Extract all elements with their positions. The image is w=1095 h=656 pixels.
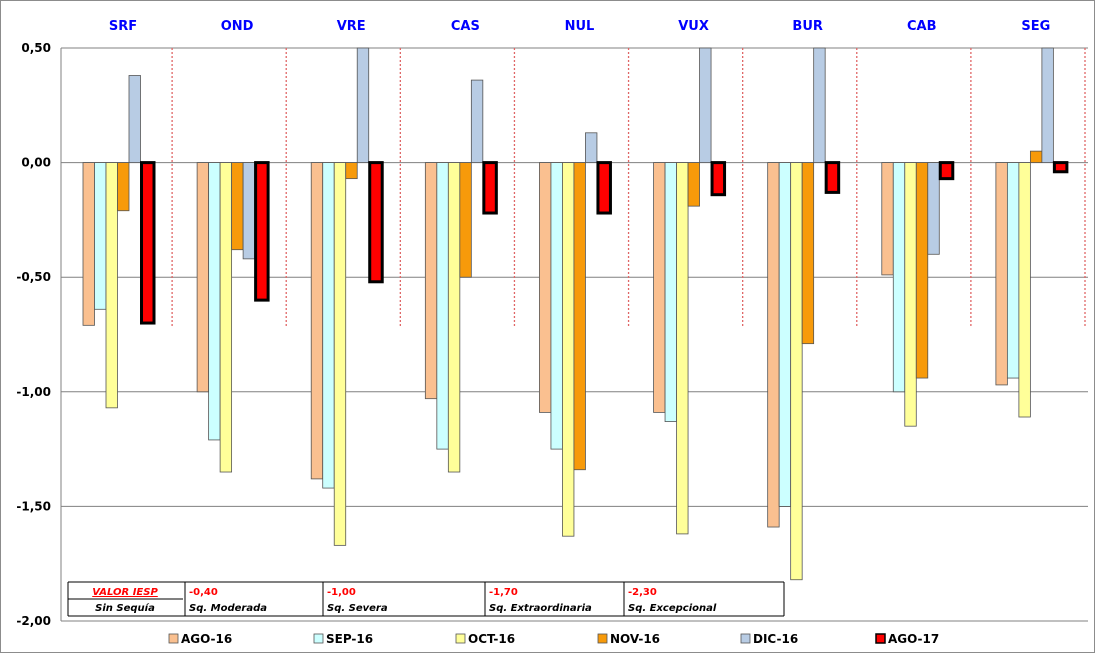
legend-swatch-dic-16 xyxy=(740,633,751,644)
bar-oct-16-nul xyxy=(562,162,575,537)
bar-dic-16-vre xyxy=(356,47,370,163)
bar-ago-17-cab xyxy=(938,161,955,181)
y-tick-label: 0,50 xyxy=(21,41,51,55)
legend-swatch-oct-16 xyxy=(455,633,466,644)
legend-label-dic-16: DIC-16 xyxy=(753,632,798,646)
bar-ago-16-ond xyxy=(196,162,210,393)
iesp-category-label: Sq. Excepcional xyxy=(628,603,717,614)
legend-label-oct-16: OCT-16 xyxy=(468,632,515,646)
bar-oct-16-bur xyxy=(790,162,803,581)
iesp-threshold-value: -1,00 xyxy=(327,587,356,598)
station-label-vux: VUX xyxy=(678,19,709,34)
bar-nov-16-vux xyxy=(687,162,700,207)
bar-sep-16-ond xyxy=(208,162,221,441)
bar-dic-16-cas xyxy=(470,79,484,163)
station-label-bur: BUR xyxy=(792,19,822,34)
bar-ago-16-nul xyxy=(539,162,552,413)
bar-ago-17-vux xyxy=(710,161,727,197)
iesp-threshold-value: -2,30 xyxy=(628,587,657,598)
bar-oct-16-srf xyxy=(105,162,118,409)
station-label-vre: VRE xyxy=(337,19,366,34)
bar-nov-16-cas xyxy=(459,162,472,278)
bar-ago-16-seg xyxy=(995,162,1008,386)
y-tick-label: -1,00 xyxy=(16,385,51,399)
bar-ago-16-bur xyxy=(767,162,780,528)
bar-nov-16-cab xyxy=(915,162,929,379)
iesp-threshold-value: -0,40 xyxy=(189,587,218,598)
legend-swatch-ago-16 xyxy=(168,633,179,644)
bar-sep-16-cas xyxy=(436,162,449,450)
bar-ago-17-seg xyxy=(1052,161,1069,174)
iesp-threshold-value: -1,70 xyxy=(489,587,518,598)
bar-oct-16-vre xyxy=(333,162,347,546)
y-tick-label: -1,50 xyxy=(16,499,51,513)
bar-oct-16-cab xyxy=(904,162,917,427)
bar-oct-16-seg xyxy=(1018,162,1031,418)
bar-oct-16-cas xyxy=(447,162,461,473)
station-label-seg: SEG xyxy=(1021,19,1050,34)
iesp-category-label: Sq. Moderada xyxy=(189,603,267,614)
bar-ago-16-cas xyxy=(424,162,438,400)
bar-dic-16-bur xyxy=(813,47,826,163)
bar-sep-16-bur xyxy=(778,162,792,507)
legend-label-ago-17: AGO-17 xyxy=(888,632,939,646)
bar-dic-16-nul xyxy=(585,132,598,164)
bar-nov-16-srf xyxy=(117,162,130,212)
legend-swatch-ago-17 xyxy=(875,633,886,644)
bar-ago-16-vux xyxy=(653,162,666,413)
station-label-cas: CAS xyxy=(451,19,480,34)
iesp-category-label: Sq. Extraordinaria xyxy=(489,603,592,614)
bar-ago-17-vre xyxy=(368,161,384,284)
bar-ago-17-srf xyxy=(140,161,156,325)
bar-nov-16-vre xyxy=(345,162,358,180)
bar-ago-17-cas xyxy=(482,161,498,215)
legend-label-ago-16: AGO-16 xyxy=(181,632,232,646)
bar-sep-16-seg xyxy=(1006,162,1020,379)
legend-label-nov-16: NOV-16 xyxy=(610,632,660,646)
station-label-nul: NUL xyxy=(565,19,595,34)
bar-nov-16-nul xyxy=(573,162,586,471)
station-label-srf: SRF xyxy=(109,19,137,34)
legend-label-sep-16: SEP-16 xyxy=(326,632,373,646)
bar-nov-16-bur xyxy=(801,162,815,345)
bar-sep-16-srf xyxy=(94,162,107,310)
bar-ago-17-bur xyxy=(824,161,841,194)
legend-swatch-sep-16 xyxy=(313,633,324,644)
y-tick-label: 0,00 xyxy=(21,156,51,170)
y-tick-label: -2,00 xyxy=(16,614,51,628)
station-label-ond: OND xyxy=(221,19,254,34)
bar-dic-16-ond xyxy=(242,162,256,260)
legend-swatch-nov-16 xyxy=(597,633,608,644)
bar-ago-16-cab xyxy=(881,162,894,276)
bar-dic-16-vux xyxy=(699,47,712,163)
bar-nov-16-seg xyxy=(1029,150,1043,163)
bar-dic-16-srf xyxy=(128,75,141,163)
bar-sep-16-nul xyxy=(550,162,563,450)
bar-nov-16-ond xyxy=(231,162,244,251)
bar-oct-16-vux xyxy=(676,162,689,535)
bar-sep-16-cab xyxy=(892,162,906,393)
iesp-category-label: Sin Sequía xyxy=(95,602,155,614)
bar-sep-16-vux xyxy=(664,162,677,422)
iesp-category-label: Sq. Severa xyxy=(327,603,388,614)
bar-ago-17-ond xyxy=(254,161,270,302)
y-tick-label: -0,50 xyxy=(16,270,51,284)
bar-ago-16-vre xyxy=(310,162,324,480)
station-label-cab: CAB xyxy=(907,19,937,34)
bar-dic-16-cab xyxy=(927,162,940,255)
bar-ago-16-srf xyxy=(82,162,95,326)
bar-dic-16-seg xyxy=(1041,47,1054,163)
bar-sep-16-vre xyxy=(322,162,335,489)
bar-ago-17-nul xyxy=(596,161,612,215)
bar-oct-16-ond xyxy=(219,162,233,473)
iesp-table-header: VALOR IESP xyxy=(92,587,158,598)
